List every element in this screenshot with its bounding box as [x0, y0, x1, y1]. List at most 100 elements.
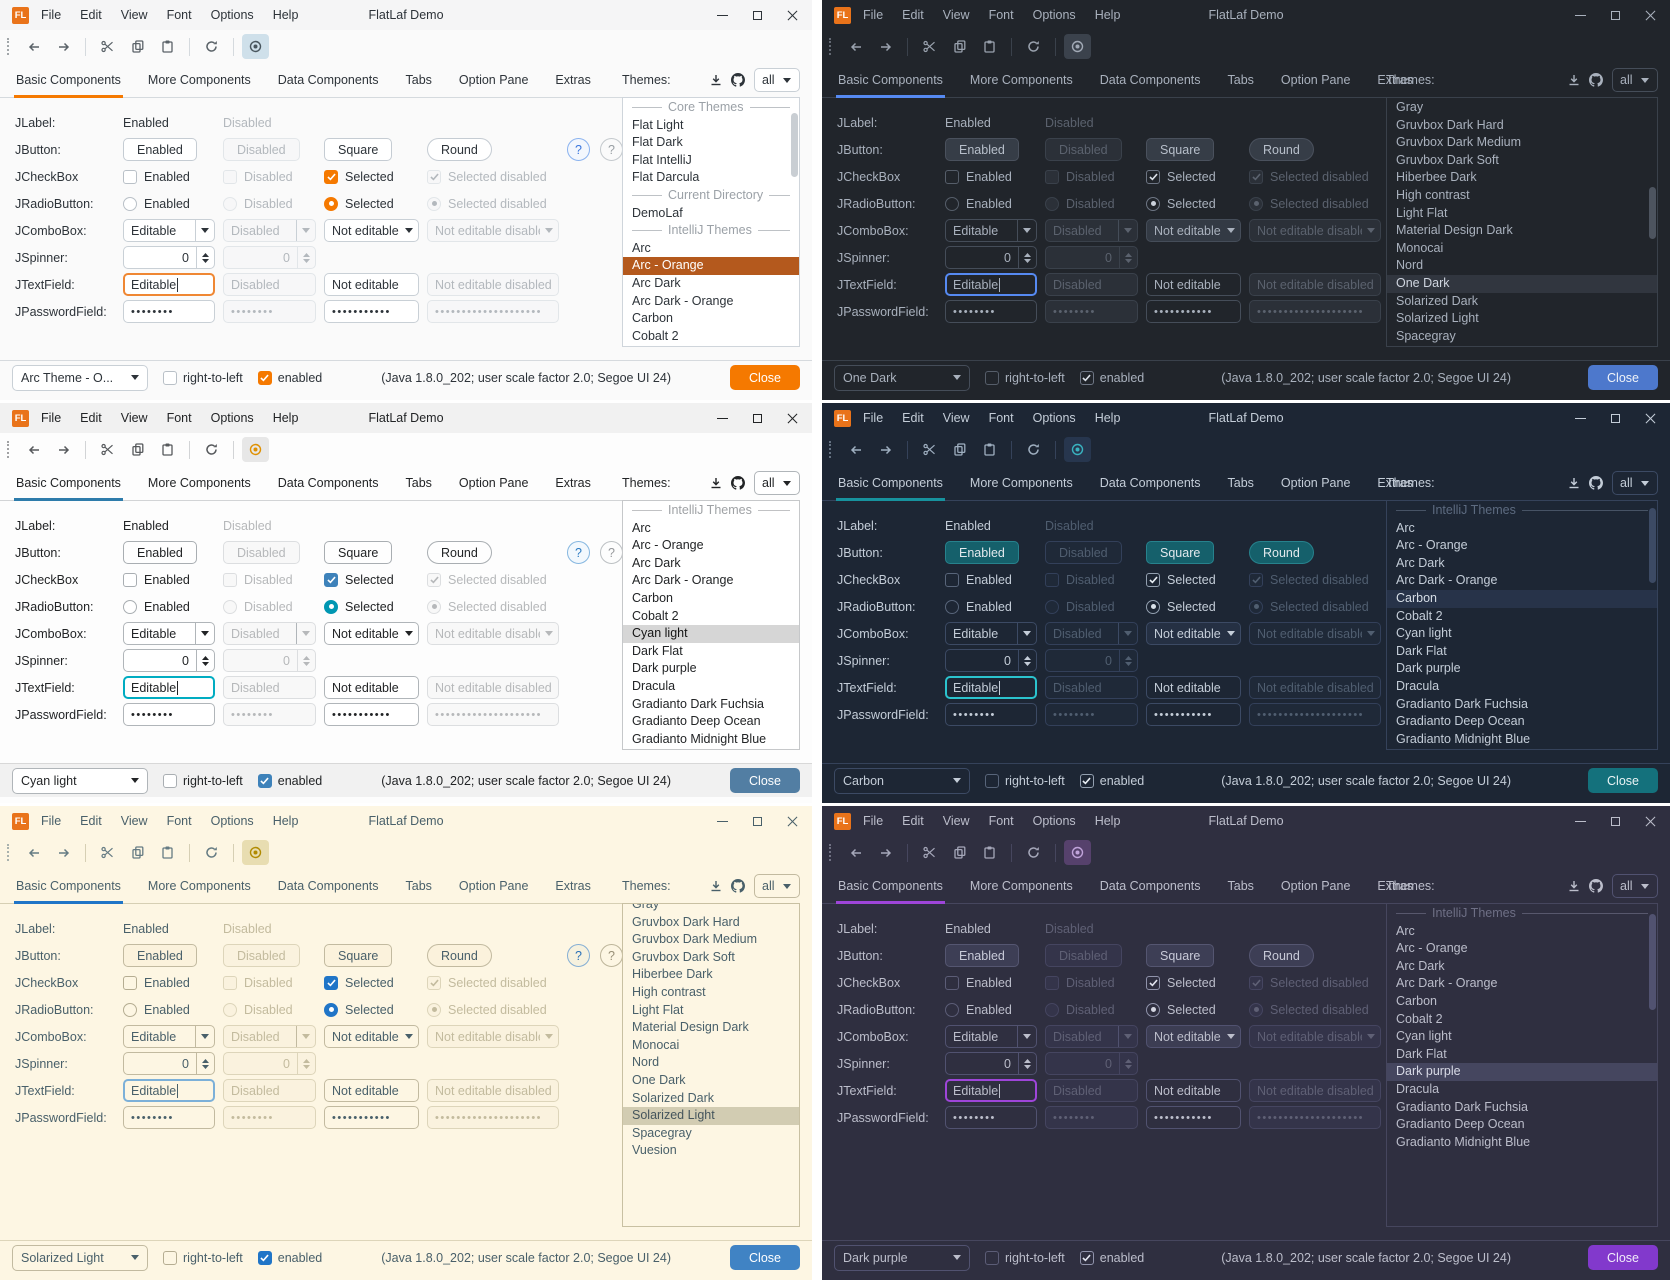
- sample-radiobutton[interactable]: Selected disabled: [1249, 196, 1381, 211]
- sample-button[interactable]: Square: [1146, 138, 1215, 161]
- sample-checkbox[interactable]: Selected: [1146, 169, 1241, 184]
- download-icon[interactable]: [1568, 477, 1580, 489]
- sample-radiobutton[interactable]: Enabled: [123, 196, 215, 211]
- sample-textfield[interactable]: Disabled: [1045, 676, 1138, 699]
- enabled-checkbox[interactable]: enabled: [1079, 1250, 1144, 1265]
- sample-textfield[interactable]: Not editable disabled: [427, 1079, 559, 1102]
- menu-item[interactable]: Edit: [902, 411, 924, 425]
- tab[interactable]: Basic Components: [14, 63, 123, 98]
- sample-passwordfield[interactable]: ••••••••••••••••••••: [1249, 300, 1381, 323]
- sample-button[interactable]: Round: [1249, 944, 1314, 967]
- sample-combobox[interactable]: Editable: [123, 1025, 215, 1048]
- sample-radiobutton[interactable]: Selected disabled: [427, 599, 559, 614]
- copy-icon[interactable]: [946, 437, 973, 462]
- tab[interactable]: Data Components: [277, 879, 379, 893]
- sample-textfield[interactable]: Disabled: [1045, 1079, 1138, 1102]
- forward-button[interactable]: [50, 437, 77, 462]
- theme-list-item[interactable]: Gradianto Midnight Blue: [632, 731, 767, 746]
- sample-radiobutton[interactable]: Disabled: [1045, 196, 1138, 211]
- menu-item[interactable]: File: [41, 8, 62, 22]
- sample-textfield[interactable]: Disabled: [223, 1079, 316, 1102]
- theme-list-item[interactable]: Dark purple: [632, 661, 697, 676]
- sample-checkbox[interactable]: Selected disabled: [427, 975, 559, 990]
- maximize-icon[interactable]: [1610, 10, 1621, 21]
- close-button[interactable]: Close: [1588, 1245, 1658, 1270]
- laf-combo[interactable]: Cyan light: [12, 767, 148, 794]
- theme-list-item[interactable]: Vuesion: [632, 1143, 677, 1158]
- sample-button[interactable]: Round: [427, 138, 492, 161]
- theme-list-item[interactable]: Dark Flat: [1396, 1046, 1447, 1061]
- sample-checkbox[interactable]: Enabled: [945, 169, 1037, 184]
- menu-item[interactable]: View: [942, 411, 970, 425]
- sample-checkbox[interactable]: Disabled: [223, 572, 316, 587]
- maximize-icon[interactable]: [1610, 816, 1621, 827]
- sample-textfield[interactable]: Not editable disabled: [1249, 1079, 1381, 1102]
- sample-button[interactable]: Disabled: [223, 138, 300, 161]
- theme-list-item[interactable]: Arc - Orange: [1396, 538, 1468, 553]
- close-window-icon[interactable]: [1645, 413, 1656, 424]
- cut-icon[interactable]: [916, 840, 943, 865]
- rtl-checkbox[interactable]: right-to-left: [985, 370, 1065, 385]
- sample-combobox[interactable]: Not editable: [1146, 219, 1241, 242]
- theme-list-item[interactable]: Gradianto Dark Fuchsia: [1396, 1099, 1529, 1114]
- sample-radiobutton[interactable]: Enabled: [123, 1002, 215, 1017]
- theme-list-item[interactable]: Gray: [632, 903, 660, 911]
- menu-item[interactable]: File: [863, 8, 884, 22]
- tab[interactable]: Basic Components: [836, 869, 945, 904]
- laf-combo[interactable]: Solarized Light: [12, 1244, 148, 1271]
- sample-radiobutton[interactable]: Selected: [324, 196, 419, 211]
- sample-textfield[interactable]: Disabled: [223, 273, 316, 296]
- spinner-buttons[interactable]: [1119, 247, 1137, 268]
- sample-button[interactable]: Square: [1146, 944, 1215, 967]
- theme-list-item[interactable]: Arc Dark: [632, 275, 681, 290]
- theme-list-item[interactable]: Arc: [632, 520, 651, 535]
- theme-list-item[interactable]: One Dark: [1387, 274, 1657, 293]
- sample-passwordfield[interactable]: ••••••••: [123, 1106, 215, 1129]
- sample-spinner[interactable]: 0: [123, 649, 215, 672]
- menu-item[interactable]: Options: [1032, 8, 1076, 22]
- theme-list-item[interactable]: IntelliJ Themes: [1387, 502, 1657, 520]
- sample-combobox[interactable]: Not editable: [324, 622, 419, 645]
- theme-list-item[interactable]: Dark purple: [1387, 1063, 1657, 1081]
- theme-filter-combo[interactable]: all: [1612, 471, 1658, 495]
- sample-passwordfield[interactable]: ••••••••••••••••••••: [427, 1106, 559, 1129]
- laf-combo[interactable]: One Dark: [834, 364, 970, 391]
- sample-button[interactable]: Enabled: [945, 138, 1019, 161]
- theme-list-item[interactable]: Solarized Light: [1396, 311, 1479, 326]
- sample-passwordfield[interactable]: •••••••••••: [324, 703, 419, 726]
- sample-textfield[interactable]: Not editable: [324, 1079, 419, 1102]
- toolbar-grip[interactable]: [7, 844, 12, 861]
- sample-radiobutton[interactable]: Selected disabled: [427, 196, 559, 211]
- sample-passwordfield[interactable]: •••••••••••: [1146, 703, 1241, 726]
- minimize-icon[interactable]: [1575, 10, 1586, 21]
- maximize-icon[interactable]: [752, 10, 763, 21]
- toolbar-grip[interactable]: [7, 38, 12, 55]
- sample-radiobutton[interactable]: Selected: [1146, 1002, 1241, 1017]
- copy-icon[interactable]: [946, 840, 973, 865]
- laf-combo[interactable]: Carbon: [834, 767, 970, 794]
- theme-list-item[interactable]: Cobalt 2: [1396, 1011, 1443, 1026]
- theme-list-item[interactable]: Solarized Dark: [632, 1090, 714, 1105]
- sample-combobox[interactable]: Disabled: [1045, 1025, 1138, 1048]
- spinner-buttons[interactable]: [297, 650, 315, 671]
- theme-filter-combo[interactable]: all: [1612, 874, 1658, 898]
- theme-list-item[interactable]: Arc Dark - Orange: [1396, 976, 1498, 991]
- sample-textfield[interactable]: Editable: [945, 273, 1037, 296]
- theme-list-item[interactable]: Flat Darcula: [632, 170, 700, 185]
- maximize-icon[interactable]: [1610, 413, 1621, 424]
- forward-button[interactable]: [50, 840, 77, 865]
- theme-list-item[interactable]: Arc Dark - Orange: [1396, 573, 1498, 588]
- menu-item[interactable]: Help: [1094, 8, 1121, 22]
- spinner-buttons[interactable]: [297, 1053, 315, 1074]
- menu-item[interactable]: View: [942, 8, 970, 22]
- tab[interactable]: Data Components: [1099, 879, 1201, 893]
- toolbar-grip[interactable]: [829, 38, 834, 55]
- sample-radiobutton[interactable]: Selected: [1146, 599, 1241, 614]
- sample-checkbox[interactable]: Selected: [324, 169, 419, 184]
- sample-combobox[interactable]: Not editable: [324, 219, 419, 242]
- theme-list-item[interactable]: High contrast: [1396, 187, 1470, 202]
- sample-spinner[interactable]: 0: [945, 649, 1037, 672]
- theme-list-item[interactable]: Cyan light: [623, 625, 799, 643]
- sample-combobox[interactable]: Disabled: [1045, 219, 1138, 242]
- sample-checkbox[interactable]: Enabled: [945, 572, 1037, 587]
